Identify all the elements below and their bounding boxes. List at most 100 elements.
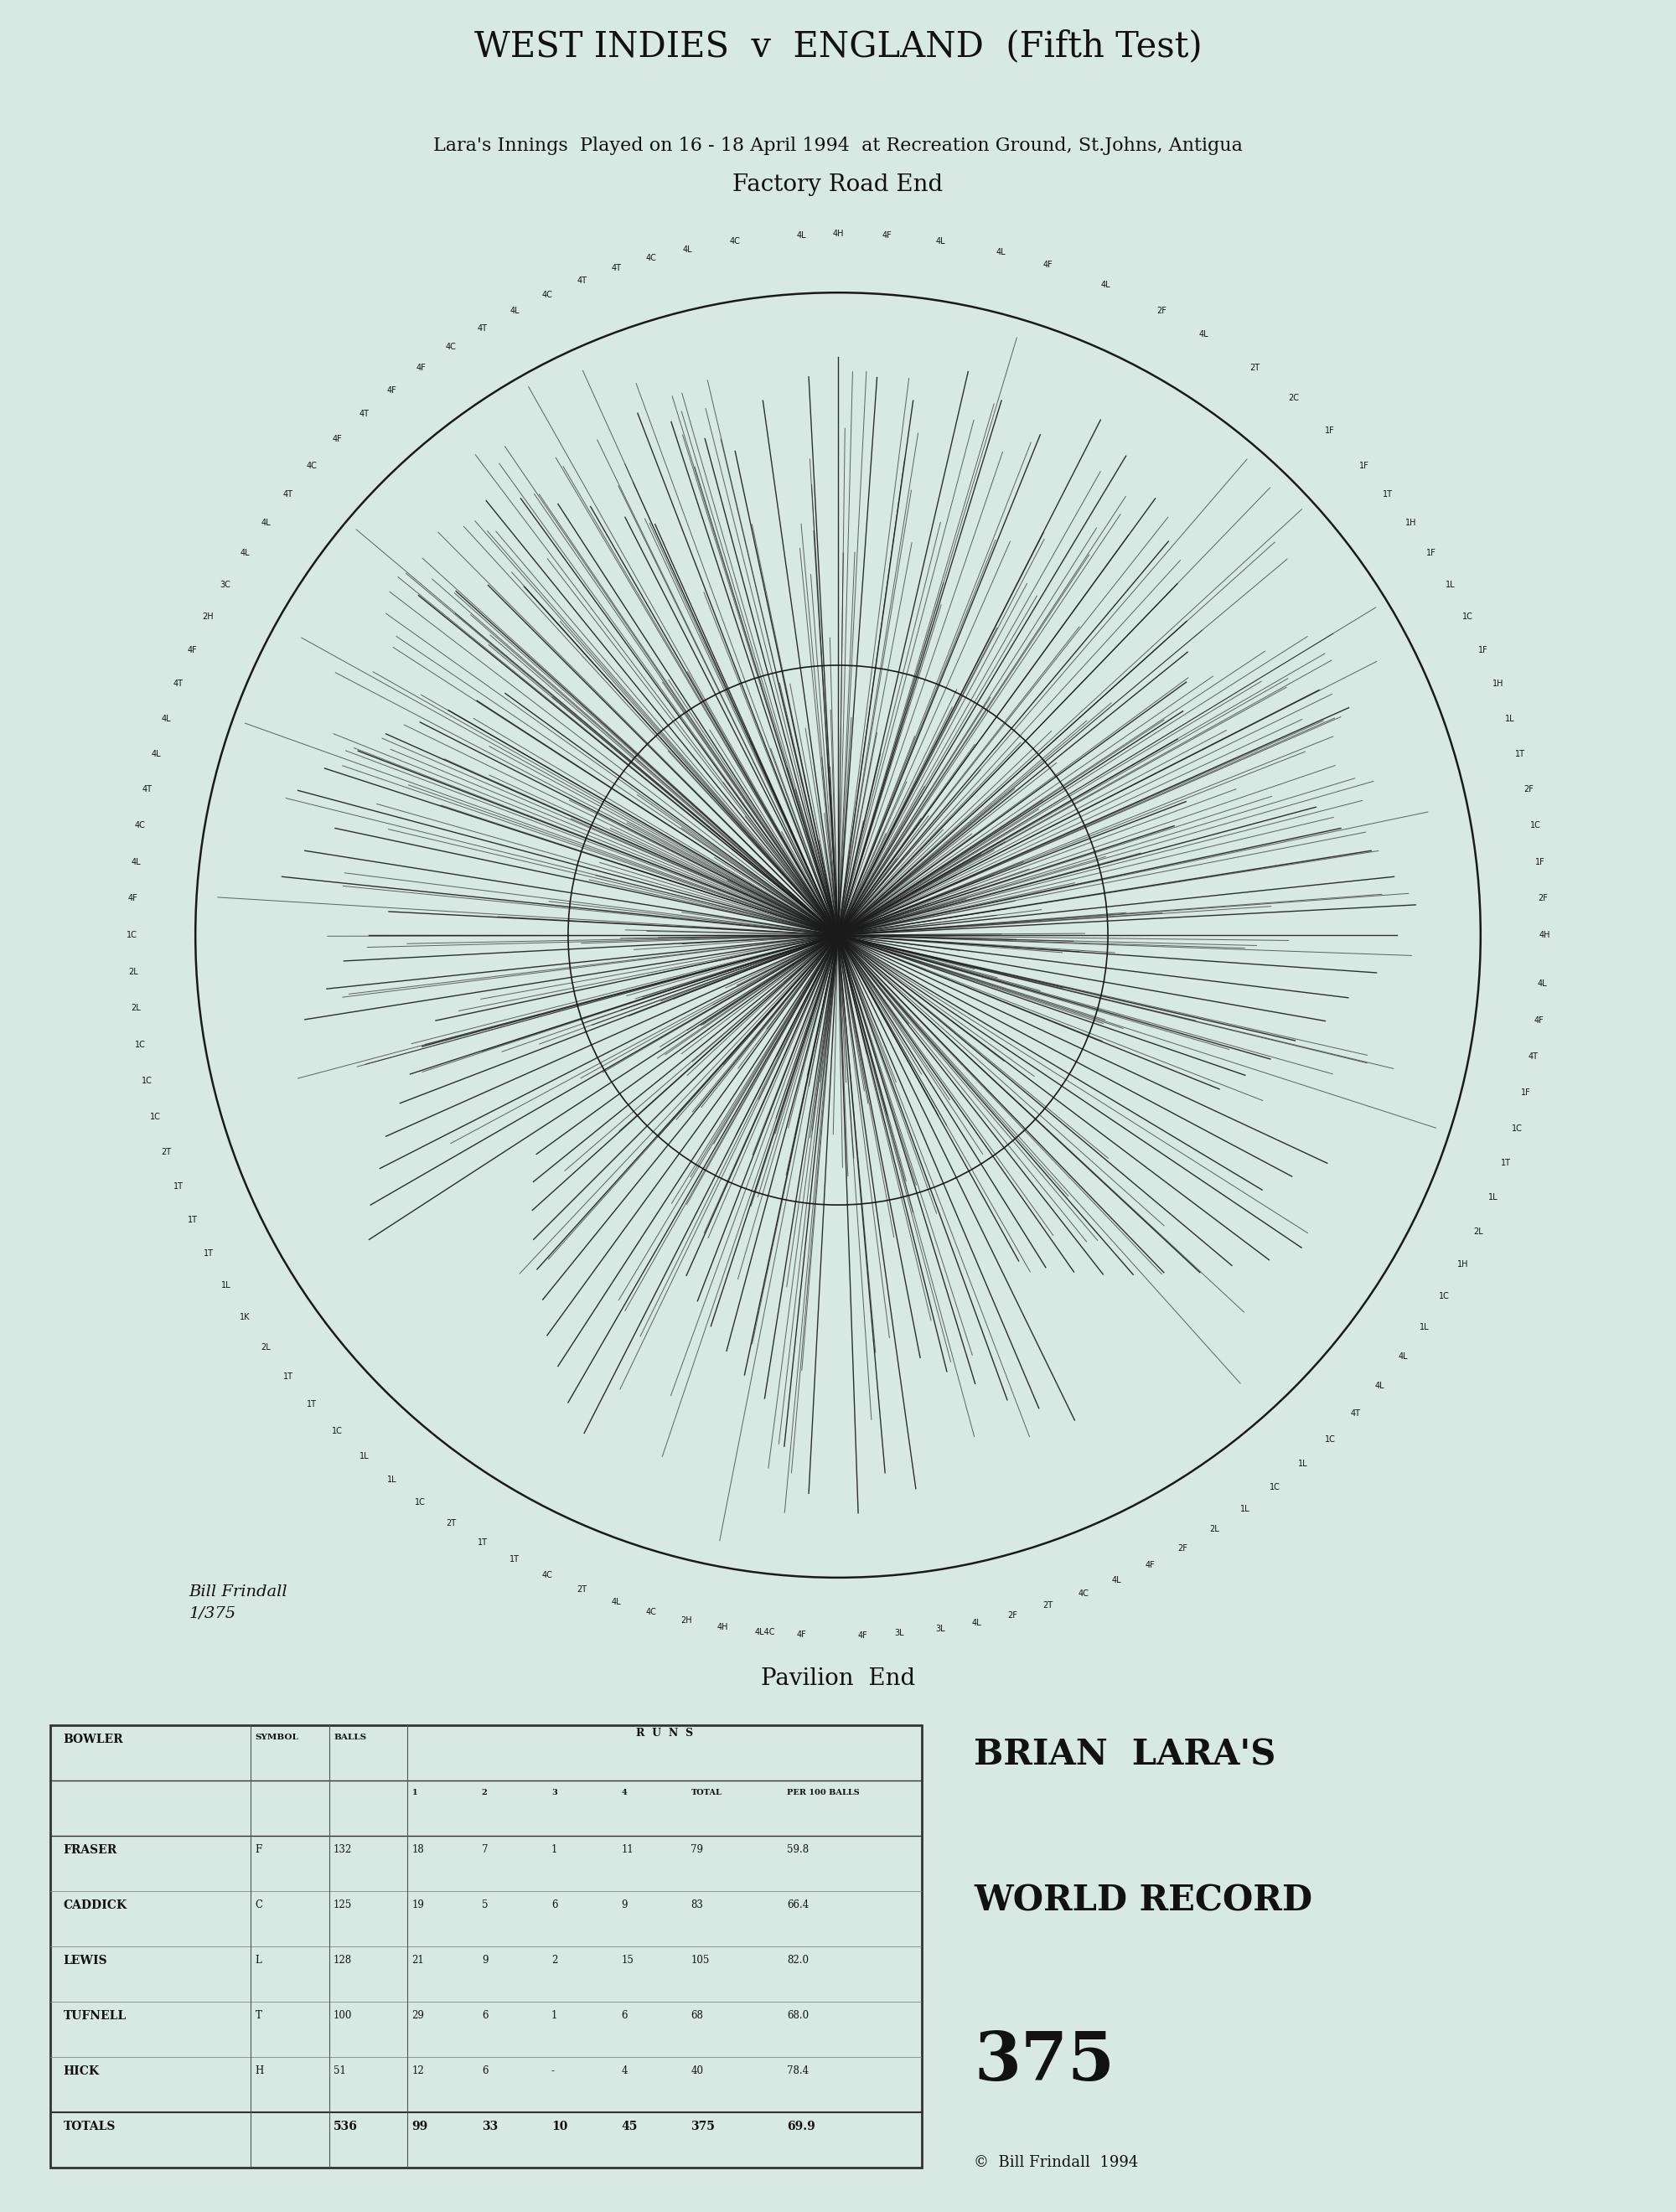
Text: 2L: 2L [1210, 1526, 1220, 1533]
Text: 5: 5 [481, 1900, 488, 1911]
Text: 1H: 1H [1456, 1261, 1468, 1267]
Text: ©  Bill Frindall  1994: © Bill Frindall 1994 [974, 2154, 1138, 2170]
Text: 1C: 1C [1270, 1484, 1280, 1491]
Text: 1F: 1F [1426, 549, 1436, 557]
Text: 1T: 1T [510, 1555, 520, 1564]
Text: 4L: 4L [151, 750, 161, 759]
Text: 51: 51 [334, 2066, 345, 2077]
Text: 4F: 4F [1145, 1562, 1155, 1568]
Text: 132: 132 [334, 1845, 352, 1856]
Text: 3: 3 [551, 1790, 556, 1796]
Text: 6: 6 [622, 2011, 627, 2022]
Text: 4L: 4L [240, 549, 250, 557]
Text: 40: 40 [691, 2066, 704, 2077]
Text: 11: 11 [622, 1845, 634, 1856]
Text: 1T: 1T [1502, 1159, 1512, 1168]
Text: 4C: 4C [446, 343, 456, 352]
Text: 2F: 2F [1523, 785, 1534, 794]
Text: 4F: 4F [1042, 261, 1053, 270]
Text: 4F: 4F [858, 1632, 868, 1639]
Text: 4L: 4L [1111, 1577, 1121, 1584]
Text: L: L [255, 1955, 261, 1966]
Text: 4L: 4L [1374, 1382, 1384, 1389]
Text: 1C: 1C [332, 1427, 342, 1436]
Text: 4L: 4L [935, 237, 945, 246]
Text: 1T: 1T [1515, 750, 1525, 759]
Text: 128: 128 [334, 1955, 352, 1966]
Text: 4L: 4L [261, 520, 272, 526]
Text: 1C: 1C [416, 1498, 426, 1506]
Text: 82.0: 82.0 [786, 1955, 808, 1966]
Text: 1T: 1T [188, 1217, 198, 1225]
Text: 3L: 3L [935, 1626, 945, 1632]
Text: 1H: 1H [1493, 679, 1503, 688]
Text: 3L: 3L [895, 1630, 903, 1637]
Text: 1T: 1T [307, 1400, 317, 1409]
Text: C: C [255, 1900, 263, 1911]
Text: 4C: 4C [134, 821, 146, 830]
Text: 4L: 4L [510, 305, 520, 314]
Text: 4F: 4F [332, 436, 342, 445]
Text: 1C: 1C [1326, 1436, 1336, 1444]
Text: TOTAL: TOTAL [691, 1790, 722, 1796]
Text: 12: 12 [412, 2066, 424, 2077]
Text: 1L: 1L [1240, 1504, 1250, 1513]
Text: 1: 1 [551, 1845, 558, 1856]
Text: H: H [255, 2066, 263, 2077]
Text: BALLS: BALLS [334, 1734, 367, 1741]
Text: 2F: 2F [1178, 1544, 1188, 1553]
Text: Factory Road End: Factory Road End [732, 173, 944, 197]
Text: F: F [255, 1845, 261, 1856]
Text: TOTALS: TOTALS [64, 2121, 116, 2132]
Text: 2T: 2T [1042, 1601, 1053, 1610]
Text: 4L: 4L [161, 714, 171, 723]
Text: 99: 99 [412, 2121, 427, 2132]
Text: 4F: 4F [188, 646, 198, 655]
Text: 4C: 4C [645, 254, 657, 263]
Text: 375: 375 [691, 2121, 716, 2132]
Text: 4C: 4C [541, 290, 553, 299]
Text: 1C: 1C [1463, 613, 1473, 622]
Text: 1L: 1L [1420, 1323, 1430, 1332]
Text: 4: 4 [622, 1790, 627, 1796]
Text: 105: 105 [691, 1955, 709, 1966]
Text: 1L: 1L [1297, 1460, 1307, 1469]
Text: 2F: 2F [1539, 894, 1549, 902]
Text: 4L: 4L [1198, 330, 1208, 338]
Text: 4L: 4L [796, 230, 806, 239]
Text: 1L: 1L [1505, 714, 1515, 723]
Text: 4T: 4T [1351, 1409, 1361, 1418]
Text: 78.4: 78.4 [786, 2066, 808, 2077]
Text: SYMBOL: SYMBOL [255, 1734, 298, 1741]
Text: CADDICK: CADDICK [64, 1900, 127, 1911]
Text: 4L: 4L [1101, 281, 1111, 290]
Text: 4L: 4L [972, 1619, 982, 1628]
Text: 4F: 4F [416, 363, 426, 372]
Text: 1T: 1T [173, 1181, 183, 1190]
Text: 4F: 4F [127, 894, 137, 902]
Text: 536: 536 [334, 2121, 357, 2132]
Text: 4F: 4F [1534, 1015, 1544, 1024]
Text: 1H: 1H [1404, 520, 1416, 526]
Text: 6: 6 [481, 2066, 488, 2077]
Text: 2T: 2T [577, 1586, 587, 1593]
Text: 21: 21 [412, 1955, 424, 1966]
Text: 29: 29 [412, 2011, 424, 2022]
Text: 59.8: 59.8 [786, 1845, 808, 1856]
Text: 3C: 3C [220, 580, 231, 588]
Text: 1C: 1C [134, 1040, 146, 1048]
Text: 1F: 1F [1359, 462, 1369, 471]
Text: 1F: 1F [1522, 1088, 1530, 1097]
Text: 4T: 4T [478, 323, 488, 332]
Text: BOWLER: BOWLER [64, 1734, 124, 1745]
Text: 2L: 2L [131, 1004, 141, 1013]
Text: 4H: 4H [833, 230, 843, 239]
Text: 1C: 1C [151, 1113, 161, 1121]
Text: 83: 83 [691, 1900, 704, 1911]
Text: 68: 68 [691, 2011, 704, 2022]
Text: LEWIS: LEWIS [64, 1955, 107, 1966]
Text: 4T: 4T [283, 489, 293, 498]
Text: 4L: 4L [682, 246, 692, 254]
Text: 2L: 2L [127, 967, 137, 975]
Text: 1C: 1C [126, 931, 137, 940]
